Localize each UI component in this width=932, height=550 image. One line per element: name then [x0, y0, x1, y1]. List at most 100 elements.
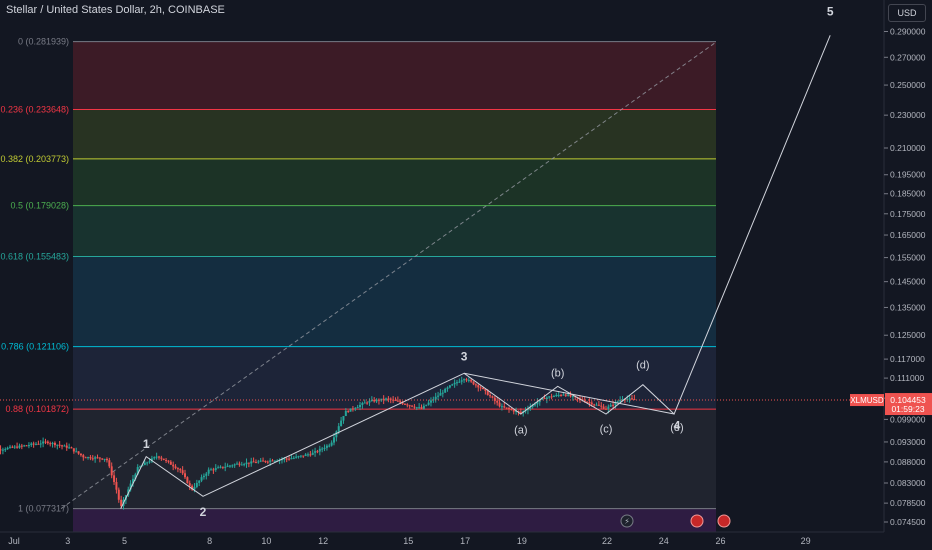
candle-body [361, 403, 364, 405]
candle-body [252, 461, 255, 463]
candle-body [202, 475, 205, 478]
candle-body [375, 399, 378, 402]
candle-body [489, 395, 492, 397]
candle-body [129, 483, 132, 490]
candle-body [280, 459, 283, 461]
candle-body [157, 456, 160, 458]
candle-body [550, 396, 553, 398]
candle-body [84, 457, 87, 459]
candle-body [108, 460, 111, 467]
candle-body [212, 469, 215, 471]
candle-body [403, 403, 406, 405]
candle-body [370, 399, 373, 401]
candle-body [325, 445, 328, 448]
fib-level-label: 0 (0.281939) [18, 37, 69, 47]
x-tick-label: 19 [517, 536, 527, 546]
candle-body [382, 398, 385, 400]
x-tick-label: 26 [715, 536, 725, 546]
fib-level-label: 0.5 (0.179028) [10, 201, 69, 211]
candle-body [387, 398, 390, 400]
candle-body [269, 460, 272, 462]
candle-body [311, 452, 314, 455]
candle-body [418, 407, 421, 409]
candle-body [245, 462, 248, 465]
candle-body [68, 447, 71, 449]
candle-body [340, 420, 343, 427]
candle-body [512, 409, 515, 412]
candle-body [333, 437, 336, 443]
currency-button[interactable]: USD [888, 4, 926, 22]
candle-body [614, 402, 617, 406]
candle-body [628, 398, 631, 400]
candle-body [517, 410, 520, 412]
candle-body [165, 460, 168, 462]
candle-body [186, 477, 189, 484]
candle-body [448, 385, 451, 388]
candle-body [493, 397, 496, 401]
candle-body [141, 465, 144, 467]
y-tick-label: 0.155000 [890, 253, 926, 263]
candle-body [323, 447, 326, 449]
candle-body [139, 466, 142, 468]
candle-body [446, 387, 449, 389]
candle-body [32, 443, 35, 445]
candle-body [181, 470, 184, 474]
candle-body [427, 402, 430, 405]
candle-body [328, 445, 331, 447]
candle-body [356, 407, 359, 409]
candle-body [96, 457, 99, 459]
candle-body [406, 404, 409, 406]
candle-body [198, 480, 201, 483]
candle-body [548, 396, 551, 398]
candle-body [266, 461, 269, 463]
candle-body [39, 443, 42, 445]
candle-body [207, 469, 210, 474]
candle-body [316, 451, 319, 453]
candle-body [82, 455, 85, 458]
candle-body [434, 396, 437, 400]
candle-body [9, 446, 11, 448]
wave-label: 3 [461, 350, 468, 364]
candle-body [451, 384, 454, 386]
candle-body [604, 408, 607, 410]
candle-body [23, 445, 26, 447]
candle-body [44, 441, 47, 443]
candle-body [510, 409, 513, 411]
candle-body [110, 466, 113, 476]
candle-body [590, 402, 593, 405]
candle-body [200, 477, 203, 481]
candle-body [534, 404, 537, 406]
candle-body [519, 411, 522, 413]
candle-body [56, 444, 59, 446]
candle-body [420, 407, 423, 409]
fib-zone [73, 205, 716, 257]
candle-body [25, 445, 28, 447]
candle-body [351, 408, 354, 410]
candle-body [437, 395, 440, 397]
candle-body [58, 444, 61, 446]
fib-level-label: 1 (0.077317) [18, 504, 69, 514]
candle-body [309, 454, 312, 456]
candle-body [101, 458, 104, 460]
y-tick-label: 0.111000 [890, 373, 924, 383]
candle-body [259, 460, 262, 462]
candle-body [228, 465, 231, 467]
fib-zone [73, 41, 716, 110]
candle-body [363, 402, 366, 404]
last-price-value: 0.104453 [890, 395, 926, 405]
candle-body [98, 457, 101, 459]
wave-label: 2 [200, 505, 207, 519]
candle-body [472, 381, 475, 385]
candle-body [455, 382, 458, 384]
candle-body [354, 408, 357, 410]
price-axis [884, 0, 932, 550]
lightning-icon-glyph: ⚡ [624, 517, 630, 526]
candle-body [477, 385, 480, 388]
candle-body [16, 446, 19, 448]
candle-body [4, 449, 7, 451]
candle-body [583, 400, 586, 402]
candle-body [396, 400, 399, 402]
candle-body [1, 449, 4, 451]
candle-body [344, 410, 347, 417]
